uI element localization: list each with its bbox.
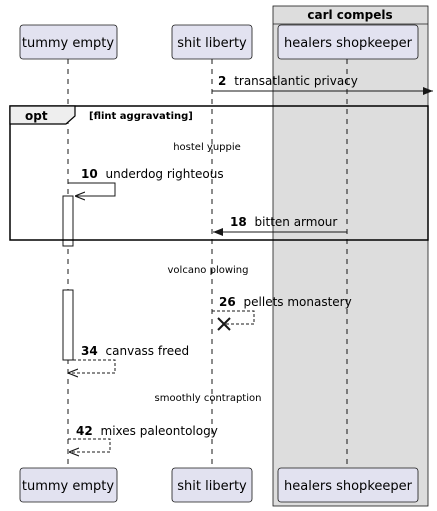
svg-text:42 mixes paleontology: 42 mixes paleontology xyxy=(76,424,218,438)
message-label: canvass freed xyxy=(106,344,190,358)
delay-label: smoothly contraption xyxy=(155,393,262,404)
message-number: 34 xyxy=(81,344,98,358)
delay-label: hostel yuppie xyxy=(173,142,241,153)
message-number: 2 xyxy=(218,74,226,88)
svg-text:18 bitten armour: 18 bitten armour xyxy=(230,215,337,229)
fragment-operator: opt xyxy=(25,109,48,123)
message-34: 34 canvass freed xyxy=(68,344,189,373)
participant-label: tummy empty xyxy=(22,36,115,51)
group-title: carl compels xyxy=(307,8,392,22)
message-label: transatlantic privacy xyxy=(234,74,358,88)
message-number: 18 xyxy=(230,215,247,229)
svg-text:34 canvass freed: 34 canvass freed xyxy=(81,344,189,358)
message-label: mixes paleontology xyxy=(101,424,218,438)
participant-label: shit liberty xyxy=(177,36,247,51)
participant-tummy-empty-top[interactable]: tummy empty xyxy=(19,24,118,60)
participant-label: tummy empty xyxy=(22,479,115,494)
destroy-cross-icon xyxy=(217,317,231,331)
svg-text:10 underdog righteous: 10 underdog righteous xyxy=(81,167,224,181)
delay-label: volcano plowing xyxy=(168,265,249,276)
participant-group-box: carl compels xyxy=(272,5,429,507)
message-number: 10 xyxy=(81,167,98,181)
message-label: underdog righteous xyxy=(106,167,224,181)
fragment-guard: [flint aggravating] xyxy=(89,111,193,122)
message-26: 26 pellets monastery xyxy=(212,295,352,331)
participant-healers-shopkeeper-top[interactable]: healers shopkeeper xyxy=(277,24,419,60)
participant-healers-shopkeeper-bottom[interactable]: healers shopkeeper xyxy=(277,467,419,503)
message-number: 42 xyxy=(76,424,93,438)
message-2: 2 transatlantic privacy xyxy=(212,74,433,95)
activation-bars xyxy=(62,195,74,361)
message-42: 42 mixes paleontology xyxy=(68,424,218,452)
svg-text:26 pellets monastery: 26 pellets monastery xyxy=(219,295,352,309)
message-18: 18 bitten armour xyxy=(213,215,347,236)
opt-fragment: opt [flint aggravating] xyxy=(9,105,429,241)
lifelines xyxy=(67,59,348,467)
participant-shit-liberty-bottom[interactable]: shit liberty xyxy=(171,467,253,503)
participant-label: shit liberty xyxy=(177,479,247,494)
participant-shit-liberty-top[interactable]: shit liberty xyxy=(171,24,253,60)
message-10: 10 underdog righteous xyxy=(68,167,224,196)
participant-label: healers shopkeeper xyxy=(284,479,413,494)
message-label: pellets monastery xyxy=(244,295,352,309)
activation-bar xyxy=(62,289,74,361)
participant-label: healers shopkeeper xyxy=(284,36,413,51)
message-number: 26 xyxy=(219,295,236,309)
message-label: bitten armour xyxy=(255,215,338,229)
participant-tummy-empty-bottom[interactable]: tummy empty xyxy=(19,467,118,503)
activation-bar xyxy=(62,195,74,247)
svg-text:2 transatlantic privacy: 2 transatlantic privacy xyxy=(218,74,358,88)
